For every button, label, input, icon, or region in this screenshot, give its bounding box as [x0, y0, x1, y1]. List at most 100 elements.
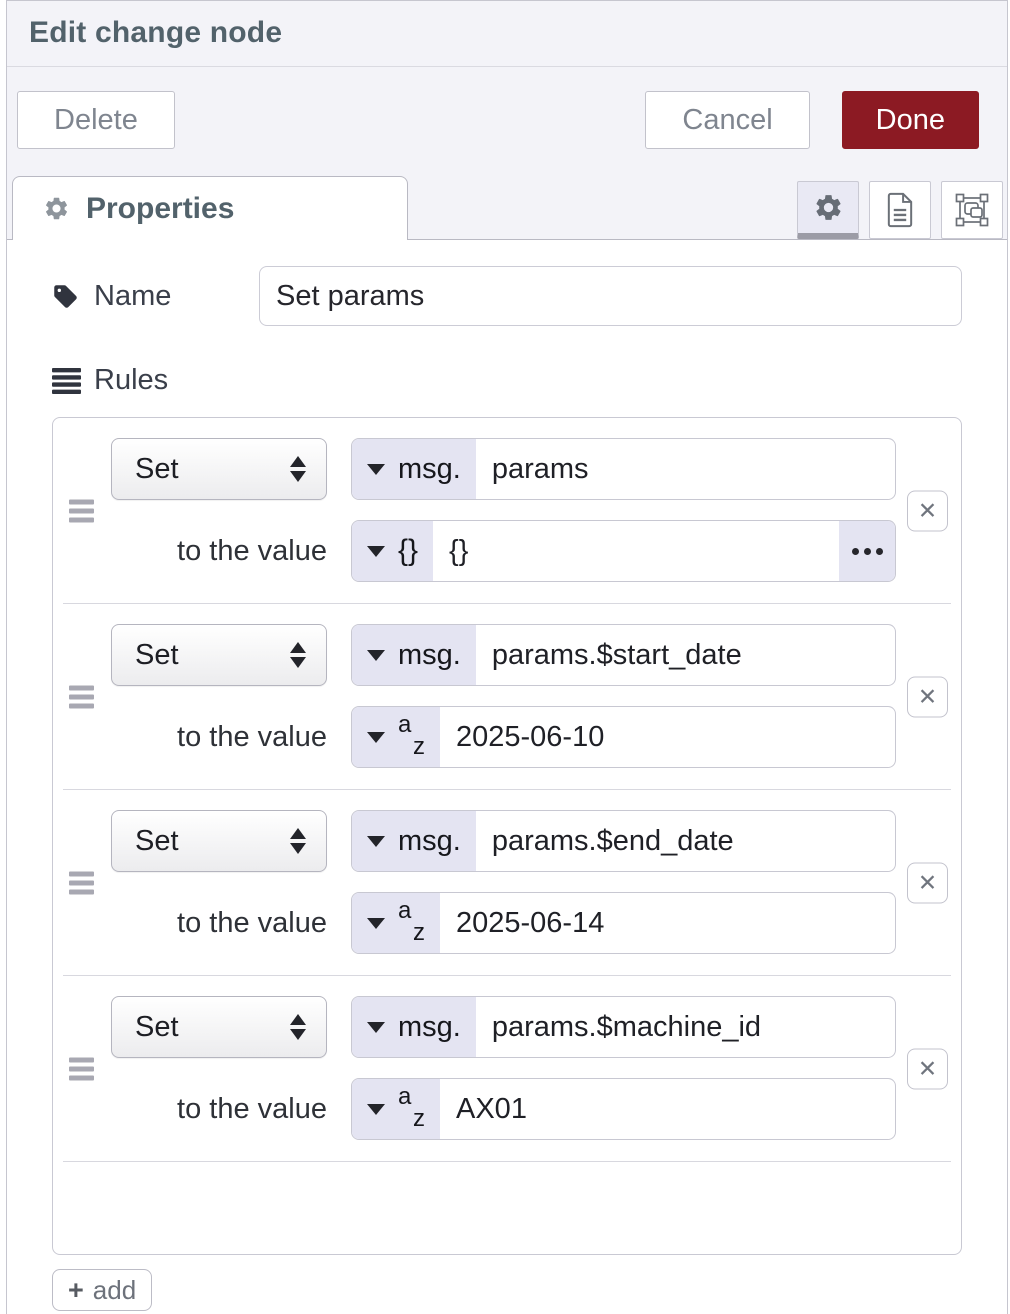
json-type-icon: {} [398, 534, 419, 567]
rule-value-row: to the value {} {} [111, 520, 896, 582]
list-icon [52, 367, 81, 395]
name-label-text: Name [94, 279, 172, 312]
done-button[interactable]: Done [841, 91, 979, 149]
rule-action-label: Set [135, 452, 179, 485]
delete-button[interactable]: Delete [17, 91, 175, 149]
toolbar-right-group: Cancel Done [645, 91, 979, 149]
value-input[interactable]: 2025-06-10 [456, 720, 605, 753]
value-typed-input[interactable]: {} {} [351, 520, 896, 582]
properties-view-button[interactable] [797, 181, 859, 239]
to-the-value-label: to the value [177, 721, 327, 753]
property-type-button[interactable]: msg. [352, 997, 476, 1057]
rule-item: Set msg. params.$start_date to the value [53, 604, 961, 790]
property-type-button[interactable]: msg. [352, 625, 476, 685]
property-typed-input[interactable]: msg. params [351, 438, 896, 500]
to-the-value-label: to the value [177, 907, 327, 939]
rule-action-label: Set [135, 1010, 179, 1043]
rule-property-row: Set msg. params.$start_date [111, 624, 896, 686]
drag-handle[interactable] [69, 496, 94, 527]
property-type-button[interactable]: msg. [352, 811, 476, 871]
rule-item: Set msg. params.$machine_id to the value [53, 976, 961, 1162]
caret-down-icon [367, 545, 385, 557]
appearance-view-button[interactable] [941, 181, 1003, 239]
rule-rows: Set msg. params.$start_date to the value [111, 624, 896, 768]
name-row: Name [52, 266, 962, 326]
drag-handle[interactable] [69, 1054, 94, 1085]
delete-rule-button[interactable]: ✕ [907, 676, 948, 718]
caret-down-icon [367, 463, 385, 475]
add-rule-label: add [92, 1274, 137, 1305]
rule-action-select[interactable]: Set [111, 810, 327, 872]
drag-handle[interactable] [69, 682, 94, 713]
name-input[interactable] [259, 266, 962, 326]
expand-editor-button[interactable] [839, 521, 895, 581]
rule-rows: Set msg. params.$end_date to the value [111, 810, 896, 954]
editor-view-buttons [797, 181, 1003, 239]
description-view-button[interactable] [869, 181, 931, 239]
value-input[interactable]: {} [449, 534, 469, 567]
dialog-header: Edit change node [7, 1, 1007, 67]
property-typed-input[interactable]: msg. params.$machine_id [351, 996, 896, 1058]
rule-action-select[interactable]: Set [111, 624, 327, 686]
gear-icon [813, 192, 844, 223]
cancel-button[interactable]: Cancel [645, 91, 810, 149]
select-arrows-icon [290, 456, 306, 482]
property-type-label: msg. [398, 452, 461, 485]
property-type-label: msg. [398, 824, 461, 857]
rules-label-text: Rules [94, 364, 169, 396]
property-input[interactable]: params [491, 452, 589, 485]
delete-rule-button[interactable]: ✕ [907, 862, 948, 904]
tab-bar: Properties [7, 175, 1007, 240]
rule-rows: Set msg. params.$machine_id to the value [111, 996, 896, 1140]
property-type-button[interactable]: msg. [352, 439, 476, 499]
property-type-label: msg. [398, 638, 461, 671]
dialog-title: Edit change node [29, 16, 283, 49]
property-input[interactable]: params.$end_date [491, 824, 734, 857]
property-typed-input[interactable]: msg. params.$end_date [351, 810, 896, 872]
select-arrows-icon [290, 642, 306, 668]
document-icon [885, 192, 915, 228]
rule-action-select[interactable]: Set [111, 438, 327, 500]
tab-properties[interactable]: Properties [12, 176, 408, 240]
name-label: Name [52, 280, 259, 313]
delete-rule-button[interactable]: ✕ [907, 490, 948, 532]
caret-down-icon [367, 1021, 385, 1033]
rules-label: Rules [52, 364, 962, 397]
value-input[interactable]: AX01 [456, 1092, 527, 1125]
value-input[interactable]: 2025-06-14 [456, 906, 605, 939]
gear-icon [43, 195, 70, 222]
caret-down-icon [367, 1103, 385, 1115]
property-typed-input[interactable]: msg. params.$start_date [351, 624, 896, 686]
appearance-icon [954, 193, 990, 227]
plus-icon: + [68, 1274, 84, 1305]
tab-properties-label: Properties [86, 191, 235, 225]
rule-item: Set msg. params.$end_date to the value [53, 790, 961, 976]
to-the-value-label: to the value [177, 535, 327, 567]
caret-down-icon [367, 917, 385, 929]
rule-property-row: Set msg. params.$end_date [111, 810, 896, 872]
drag-handle[interactable] [69, 868, 94, 899]
delete-rule-button[interactable]: ✕ [907, 1048, 948, 1090]
rule-item: Set msg. params to the value {} [53, 418, 961, 604]
property-input[interactable]: params.$machine_id [491, 1010, 762, 1043]
add-rule-button[interactable]: + add [52, 1269, 153, 1311]
value-type-button[interactable]: {} [352, 521, 434, 581]
edit-change-node-dialog: Edit change node Delete Cancel Done Prop… [6, 0, 1008, 1314]
rule-action-select[interactable]: Set [111, 996, 327, 1058]
rule-action-label: Set [135, 824, 179, 857]
select-arrows-icon [290, 1014, 306, 1040]
property-input[interactable]: params.$start_date [491, 638, 742, 671]
rule-property-row: Set msg. params [111, 438, 896, 500]
